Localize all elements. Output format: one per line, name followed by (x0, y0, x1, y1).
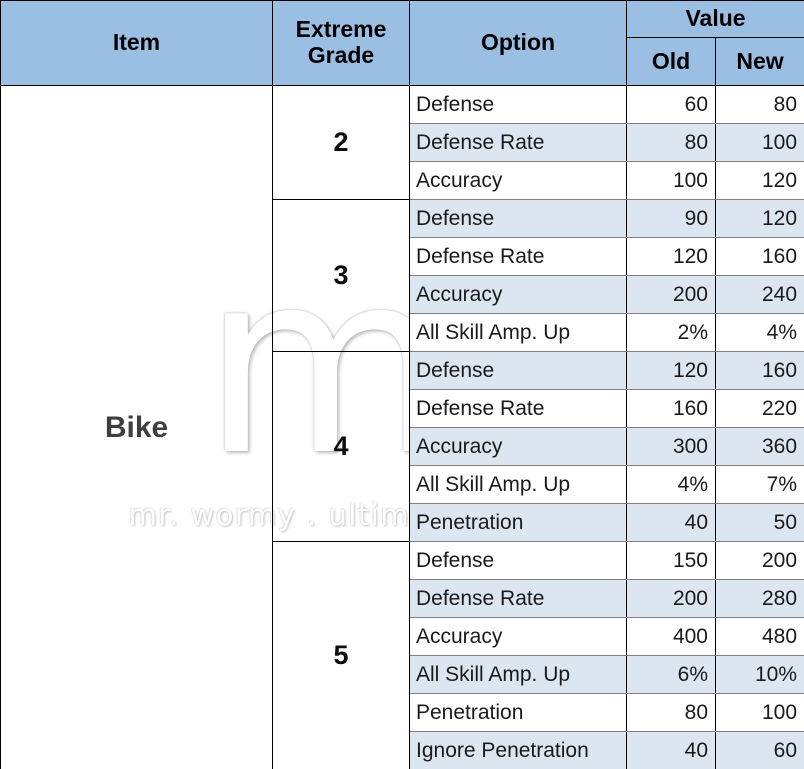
value-old-cell: 160 (626, 389, 716, 428)
value-old-cell: 80 (626, 693, 716, 732)
value-old-cell: 40 (626, 731, 716, 769)
item-name-cell: Bike (0, 85, 273, 769)
extreme-grade-cell: 2 (272, 85, 410, 200)
table-row: Defense Rate 200 280 (1, 579, 804, 618)
extreme-grade-line-1: Extreme (295, 16, 387, 43)
value-old-cell: 150 (626, 541, 716, 580)
value-old-cell: 100 (626, 161, 716, 200)
extreme-grade-cell: 3 (272, 199, 410, 352)
column-header-new: New (714, 37, 804, 86)
extreme-grade-cell: 5 (272, 541, 410, 769)
option-cell: Defense Rate (409, 389, 627, 428)
value-old-cell: 200 (626, 579, 716, 618)
column-header-old: Old (626, 37, 716, 86)
value-new-cell: 160 (714, 351, 804, 390)
option-cell: Defense (409, 85, 627, 124)
option-cell: Defense (409, 199, 627, 238)
option-cell: Penetration (409, 503, 627, 542)
table-row: Accuracy 400 480 (1, 617, 804, 656)
value-new-cell: 80 (714, 85, 804, 124)
value-new-cell: 120 (714, 199, 804, 238)
value-new-cell: 7% (714, 465, 804, 504)
value-old-cell: 60 (626, 85, 716, 124)
table-row: Bike 2 Defense 60 80 (0, 85, 804, 769)
extreme-grade-cell: 4 (272, 351, 410, 542)
header-row-top: Item Extreme Grade Option Value (0, 0, 804, 86)
option-cell: Penetration (409, 693, 627, 732)
value-new-cell: 60 (714, 731, 804, 769)
value-old-cell: 120 (626, 351, 716, 390)
value-old-cell: 300 (626, 427, 716, 466)
value-old-cell: 120 (626, 237, 716, 276)
value-new-cell: 200 (714, 541, 804, 580)
table-row: Penetration 80 100 (1, 693, 804, 732)
extreme-grade-line-2: Grade (307, 42, 375, 68)
value-new-cell: 240 (714, 275, 804, 314)
value-new-cell: 360 (714, 427, 804, 466)
option-cell: Defense Rate (409, 579, 627, 618)
value-old-cell: 90 (626, 199, 716, 238)
value-new-cell: 100 (714, 123, 804, 162)
option-cell: Defense Rate (409, 237, 627, 276)
value-new-cell: 4% (714, 313, 804, 352)
option-cell: Defense (409, 351, 627, 390)
option-cell: Defense (409, 541, 627, 580)
value-old-cell: 4% (626, 465, 716, 504)
table-row: All Skill Amp. Up 6% 10% (1, 655, 804, 694)
option-cell: All Skill Amp. Up (409, 313, 627, 352)
value-old-cell: 40 (626, 503, 716, 542)
value-old-cell: 6% (626, 655, 716, 694)
value-new-cell: 120 (714, 161, 804, 200)
option-cell: Accuracy (409, 617, 627, 656)
table-header: Item Extreme Grade Option Value Old New (0, 0, 804, 86)
value-new-cell: 100 (714, 693, 804, 732)
option-cell: Ignore Penetration (409, 731, 627, 769)
table-row: Ignore Penetration 40 60 (1, 731, 804, 769)
option-cell: Accuracy (409, 427, 627, 466)
option-cell: All Skill Amp. Up (409, 465, 627, 504)
value-new-cell: 280 (714, 579, 804, 618)
table-row: Defense Rate 80 100 (1, 123, 804, 162)
column-header-extreme-grade: Extreme Grade (272, 0, 410, 86)
table-body: Bike 2 Defense 60 80 Defense Rate 80 100 Accurac… (0, 85, 804, 769)
value-old-cell: 2% (626, 313, 716, 352)
option-cell: Defense Rate (409, 123, 627, 162)
column-header-item: Item (0, 0, 273, 86)
option-cell: All Skill Amp. Up (409, 655, 627, 694)
value-old-cell: 80 (626, 123, 716, 162)
value-new-cell: 220 (714, 389, 804, 428)
value-new-cell: 480 (714, 617, 804, 656)
option-cell: Accuracy (409, 161, 627, 200)
table-row: Accuracy 100 120 (1, 161, 804, 200)
value-new-cell: 50 (714, 503, 804, 542)
value-old-cell: 400 (626, 617, 716, 656)
value-new-cell: 10% (714, 655, 804, 694)
value-old-cell: 200 (626, 275, 716, 314)
value-new-cell: 160 (714, 237, 804, 276)
column-header-value: Value (625, 0, 804, 38)
option-cell: Accuracy (409, 275, 627, 314)
column-header-option: Option (409, 0, 627, 86)
